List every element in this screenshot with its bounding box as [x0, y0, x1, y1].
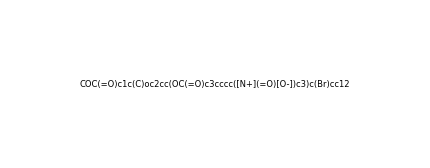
Text: COC(=O)c1c(C)oc2cc(OC(=O)c3cccc([N+](=O)[O-])c3)c(Br)cc12: COC(=O)c1c(C)oc2cc(OC(=O)c3cccc([N+](=O)…	[80, 79, 350, 89]
